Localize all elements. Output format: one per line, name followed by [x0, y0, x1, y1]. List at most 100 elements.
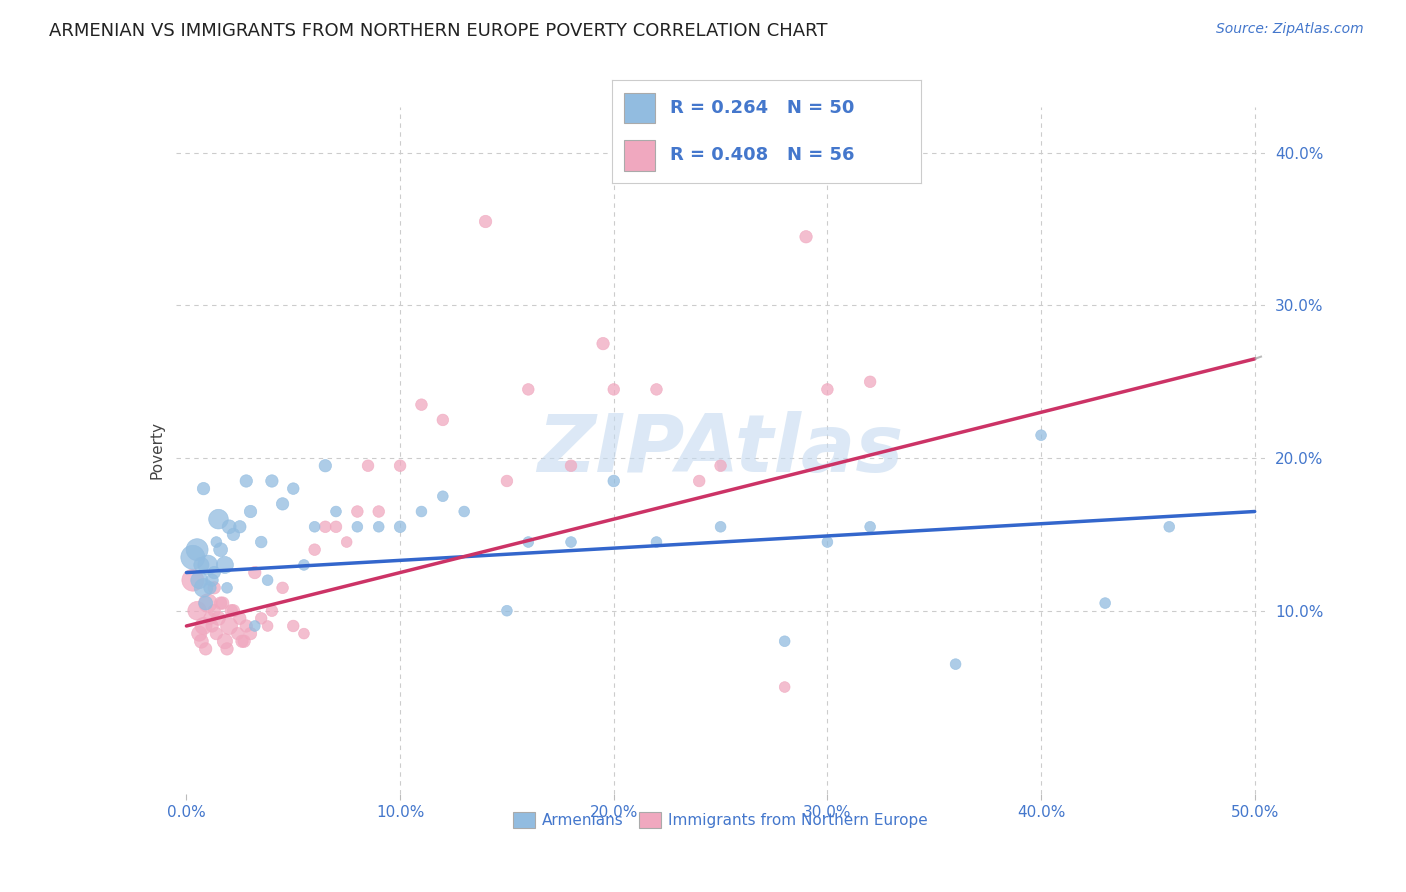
Point [209, 596, 232, 610]
Point [859, 520, 882, 534]
Point [235, 619, 257, 633]
Point [283, 619, 305, 633]
Point [325, 504, 347, 518]
Point [688, 474, 710, 488]
Point [271, 497, 294, 511]
Point [231, 634, 253, 648]
Point [186, 542, 208, 557]
Point [222, 604, 245, 618]
Text: R = 0.408   N = 56: R = 0.408 N = 56 [671, 146, 855, 164]
Point [198, 581, 221, 595]
Point [239, 626, 262, 640]
Point [202, 604, 225, 618]
Point [603, 474, 626, 488]
Point [207, 512, 229, 526]
Point [411, 398, 433, 412]
Y-axis label: Poverty: Poverty [149, 421, 165, 480]
Point [346, 520, 368, 534]
Point [214, 634, 236, 648]
Point [260, 474, 283, 488]
Point [181, 550, 204, 565]
Point [859, 375, 882, 389]
Point [773, 634, 796, 648]
Point [229, 520, 252, 534]
Point [186, 604, 208, 618]
Point [815, 535, 838, 549]
Point [222, 527, 245, 541]
Point [815, 383, 838, 397]
Point [201, 619, 224, 633]
Point [218, 520, 240, 534]
Point [292, 558, 315, 572]
Point [190, 634, 212, 648]
Point [432, 413, 454, 427]
Point [945, 657, 967, 672]
Point [209, 542, 232, 557]
Point [314, 458, 336, 473]
Point [202, 566, 225, 580]
Point [188, 573, 211, 587]
Point [250, 535, 273, 549]
Point [271, 581, 294, 595]
Point [243, 619, 266, 633]
Point [190, 558, 212, 572]
Point [226, 626, 249, 640]
Point [474, 214, 496, 228]
Point [304, 542, 326, 557]
FancyBboxPatch shape [624, 93, 655, 123]
Point [243, 566, 266, 580]
Point [560, 535, 582, 549]
Point [389, 520, 412, 534]
Point [603, 383, 626, 397]
Point [221, 604, 243, 618]
Point [1029, 428, 1052, 442]
Point [197, 596, 219, 610]
Point [367, 504, 389, 518]
Legend: Armenians, Immigrants from Northern Europe: Armenians, Immigrants from Northern Euro… [508, 806, 934, 834]
Point [794, 229, 817, 244]
Point [218, 619, 240, 633]
Point [194, 641, 217, 656]
Text: ARMENIAN VS IMMIGRANTS FROM NORTHERN EUROPE POVERTY CORRELATION CHART: ARMENIAN VS IMMIGRANTS FROM NORTHERN EUR… [49, 22, 828, 40]
Point [188, 626, 211, 640]
Point [517, 383, 540, 397]
Point [1159, 520, 1181, 534]
Point [710, 458, 733, 473]
Text: R = 0.264   N = 50: R = 0.264 N = 50 [671, 99, 855, 117]
Point [201, 573, 224, 587]
Point [205, 535, 228, 549]
Point [193, 581, 215, 595]
Point [560, 458, 582, 473]
Point [181, 573, 204, 587]
Point [645, 535, 668, 549]
Point [193, 482, 215, 496]
Point [197, 558, 219, 572]
Point [233, 634, 256, 648]
Point [198, 611, 221, 625]
Point [211, 596, 233, 610]
Point [256, 619, 278, 633]
Point [314, 520, 336, 534]
Point [260, 604, 283, 618]
Point [193, 619, 215, 633]
Point [325, 520, 347, 534]
Point [773, 680, 796, 694]
Point [202, 581, 225, 595]
Text: ZIPAtlas: ZIPAtlas [537, 411, 904, 490]
Point [645, 383, 668, 397]
Point [496, 474, 519, 488]
Point [592, 336, 614, 351]
Point [292, 626, 315, 640]
Point [250, 611, 273, 625]
Point [710, 520, 733, 534]
Point [229, 611, 252, 625]
Point [1094, 596, 1116, 610]
Point [205, 626, 228, 640]
Text: Source: ZipAtlas.com: Source: ZipAtlas.com [1216, 22, 1364, 37]
Point [357, 458, 380, 473]
FancyBboxPatch shape [624, 140, 655, 170]
Point [517, 535, 540, 549]
Point [214, 558, 236, 572]
Point [411, 504, 433, 518]
Point [496, 604, 519, 618]
